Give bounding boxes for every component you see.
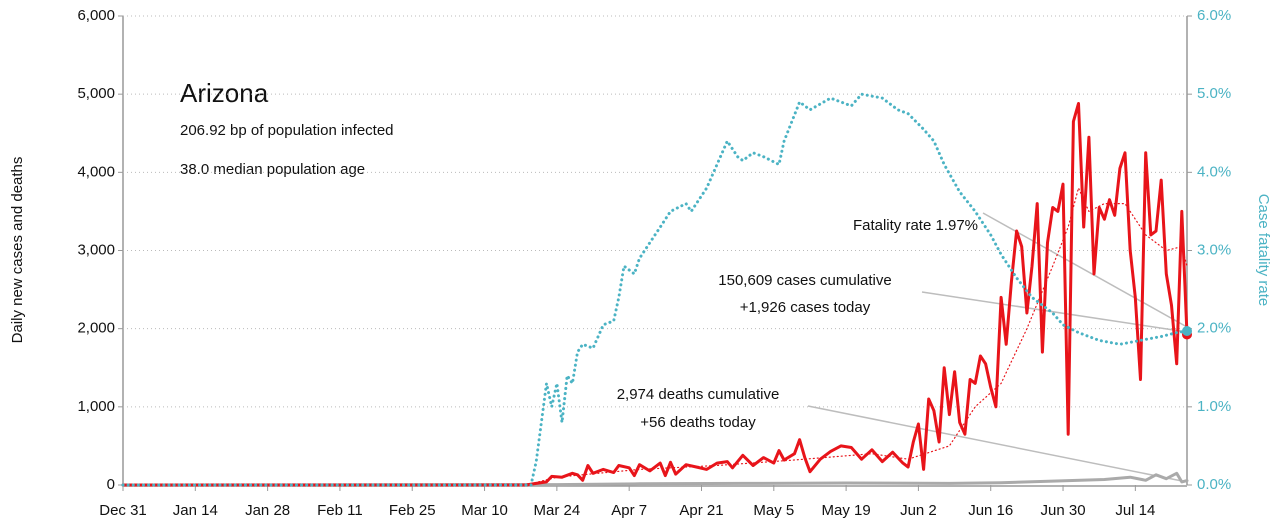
series-line [121,92,1189,487]
x-tick-label: Jun 30 [1041,502,1086,519]
y-tick-label: 1,000 [77,398,115,415]
y-tick-label: 2,000 [77,320,115,337]
annotation: +56 deaths today [640,414,756,431]
y2-tick-label: 1.0% [1197,398,1231,415]
y2-tick-label: 6.0% [1197,7,1231,24]
y2-tick-label: 4.0% [1197,163,1231,180]
x-tick-label: Jan 28 [245,502,290,519]
y2-tick-label: 0.0% [1197,476,1231,493]
annotation: 2,974 deaths cumulative [617,386,780,403]
y-tick-label: 5,000 [77,85,115,102]
annotation: 150,609 cases cumulative [718,272,891,289]
annotation: +1,926 cases today [740,299,871,316]
x-tick-label: Mar 10 [461,502,508,519]
x-tick-label: Apr 21 [679,502,723,519]
x-tick-label: Apr 7 [611,502,647,519]
x-tick-label: May 5 [753,502,794,519]
x-tick-label: Feb 25 [389,502,436,519]
x-tick-label: May 19 [822,502,871,519]
y2-axis-label: Case fatality rate [1255,194,1272,307]
y-tick-label: 6,000 [77,7,115,24]
subtitle: 206.92 bp of population infected [180,122,394,139]
x-tick-label: Jun 2 [900,502,937,519]
y-tick-label: 3,000 [77,241,115,258]
y-tick-label: 4,000 [77,163,115,180]
y2-tick-label: 3.0% [1197,241,1231,258]
y-axis-label: Daily new cases and deaths [9,157,26,344]
x-tick-label: Jan 14 [173,502,218,519]
y2-tick-label: 2.0% [1197,320,1231,337]
x-tick-label: Jul 14 [1115,502,1155,519]
subtitle: 38.0 median population age [180,161,365,178]
annotation: Fatality rate 1.97% [853,217,978,234]
x-tick-label: Mar 24 [534,502,581,519]
y2-tick-label: 5.0% [1197,85,1231,102]
series-line [121,102,1189,487]
leader-line [807,405,1188,483]
x-tick-label: Jun 16 [968,502,1013,519]
leader-line [921,291,1188,333]
end-marker [1182,326,1192,337]
chart-title: Arizona [180,78,269,108]
series-line [121,471,1189,487]
series-line [122,187,1188,486]
x-tick-label: Dec 31 [99,502,147,519]
x-tick-label: Feb 11 [317,502,363,519]
y-tick-label: 0 [107,476,115,493]
